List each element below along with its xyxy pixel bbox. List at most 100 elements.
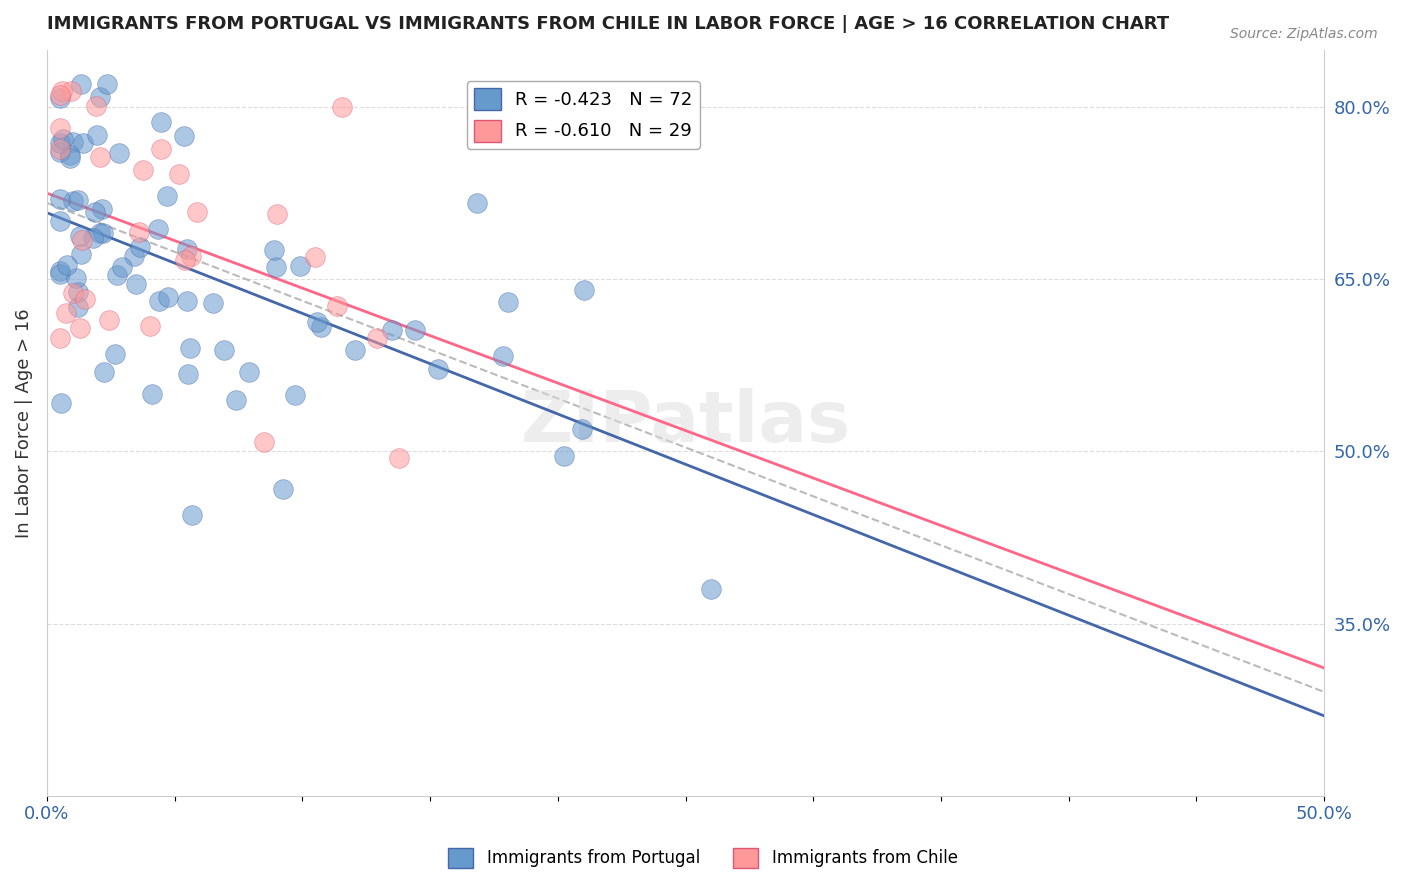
Point: [309, 320, 332, 334]
Point: [492, 349, 515, 363]
Point: [48, 263, 70, 277]
Point: [70, 247, 93, 261]
Point: [125, 277, 148, 291]
Point: [132, 163, 155, 178]
Legend: Immigrants from Portugal, Immigrants from Chile: Immigrants from Portugal, Immigrants fro…: [441, 841, 965, 875]
Point: [48, 145, 70, 159]
Y-axis label: In Labor Force | Age > 16: In Labor Force | Age > 16: [15, 308, 32, 538]
Point: [128, 226, 150, 240]
Point: [326, 299, 349, 313]
Text: Source: ZipAtlas.com: Source: ZipAtlas.com: [1230, 27, 1378, 41]
Point: [111, 260, 134, 274]
Point: [179, 341, 201, 355]
Point: [72, 233, 94, 247]
Point: [51, 84, 73, 98]
Point: [60, 84, 83, 98]
Point: [148, 293, 170, 308]
Point: [48, 121, 70, 136]
Point: [48, 214, 70, 228]
Point: [149, 114, 172, 128]
Point: [167, 167, 190, 181]
Point: [284, 388, 307, 402]
Point: [84, 99, 107, 113]
Point: [69, 321, 91, 335]
Point: [344, 343, 367, 357]
Point: [48, 142, 70, 156]
Point: [571, 422, 593, 436]
Point: [91, 202, 114, 216]
Point: [238, 365, 260, 379]
Point: [266, 207, 288, 221]
Point: [48, 331, 70, 345]
Point: [48, 136, 70, 150]
Point: [263, 243, 285, 257]
Point: [96, 77, 118, 91]
Point: [381, 323, 404, 337]
Point: [212, 343, 235, 357]
Point: [62, 194, 84, 208]
Point: [73, 292, 96, 306]
Point: [129, 240, 152, 254]
Text: ZIPatlas: ZIPatlas: [520, 388, 851, 458]
Point: [89, 226, 111, 240]
Point: [59, 151, 82, 165]
Point: [72, 136, 94, 150]
Point: [67, 300, 90, 314]
Point: [82, 231, 104, 245]
Point: [572, 284, 595, 298]
Point: [156, 189, 179, 203]
Point: [288, 259, 311, 273]
Point: [84, 204, 107, 219]
Point: [86, 128, 108, 143]
Point: [388, 451, 411, 466]
Point: [177, 367, 200, 381]
Point: [65, 271, 87, 285]
Point: [89, 90, 111, 104]
Point: [55, 306, 77, 320]
Point: [157, 290, 180, 304]
Point: [496, 295, 519, 310]
Text: IMMIGRANTS FROM PORTUGAL VS IMMIGRANTS FROM CHILE IN LABOR FORCE | AGE > 16 CORR: IMMIGRANTS FROM PORTUGAL VS IMMIGRANTS F…: [46, 15, 1168, 33]
Point: [48, 91, 70, 105]
Point: [700, 582, 723, 597]
Point: [330, 100, 353, 114]
Point: [264, 260, 287, 274]
Point: [139, 318, 162, 333]
Point: [122, 249, 145, 263]
Point: [146, 222, 169, 236]
Point: [49, 396, 72, 410]
Point: [91, 226, 114, 240]
Point: [108, 146, 131, 161]
Point: [173, 128, 195, 143]
Point: [553, 450, 575, 464]
Point: [62, 285, 84, 300]
Point: [105, 268, 128, 282]
Point: [426, 362, 449, 376]
Point: [307, 315, 329, 329]
Point: [225, 392, 247, 407]
Point: [48, 87, 70, 102]
Point: [173, 252, 195, 267]
Point: [69, 77, 91, 91]
Point: [150, 142, 173, 156]
Point: [48, 193, 70, 207]
Point: [66, 285, 89, 300]
Point: [56, 258, 79, 272]
Point: [271, 482, 294, 496]
Point: [103, 346, 125, 360]
Point: [181, 508, 204, 522]
Point: [404, 323, 426, 337]
Point: [93, 366, 115, 380]
Point: [176, 293, 198, 308]
Point: [202, 296, 225, 310]
Legend: R = -0.423   N = 72, R = -0.610   N = 29: R = -0.423 N = 72, R = -0.610 N = 29: [467, 81, 700, 149]
Point: [180, 249, 202, 263]
Point: [366, 331, 388, 345]
Point: [62, 135, 84, 149]
Point: [253, 434, 276, 449]
Point: [304, 250, 326, 264]
Point: [69, 229, 91, 244]
Point: [141, 387, 163, 401]
Point: [465, 196, 488, 211]
Point: [176, 242, 198, 256]
